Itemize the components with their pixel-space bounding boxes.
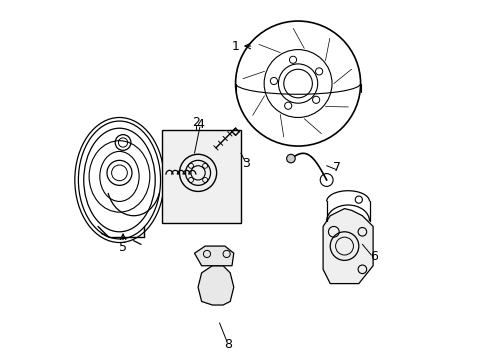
Polygon shape bbox=[194, 246, 233, 266]
Text: 8: 8 bbox=[224, 338, 232, 351]
Text: 2: 2 bbox=[192, 116, 200, 129]
Circle shape bbox=[286, 154, 295, 163]
Text: 1: 1 bbox=[231, 40, 239, 53]
Text: 5: 5 bbox=[119, 241, 127, 255]
Text: 4: 4 bbox=[196, 118, 203, 131]
Text: 7: 7 bbox=[333, 161, 341, 174]
Text: 3: 3 bbox=[242, 157, 250, 170]
Bar bbox=[162, 130, 241, 223]
Text: 6: 6 bbox=[369, 250, 377, 263]
Polygon shape bbox=[198, 266, 233, 305]
Polygon shape bbox=[323, 208, 372, 284]
